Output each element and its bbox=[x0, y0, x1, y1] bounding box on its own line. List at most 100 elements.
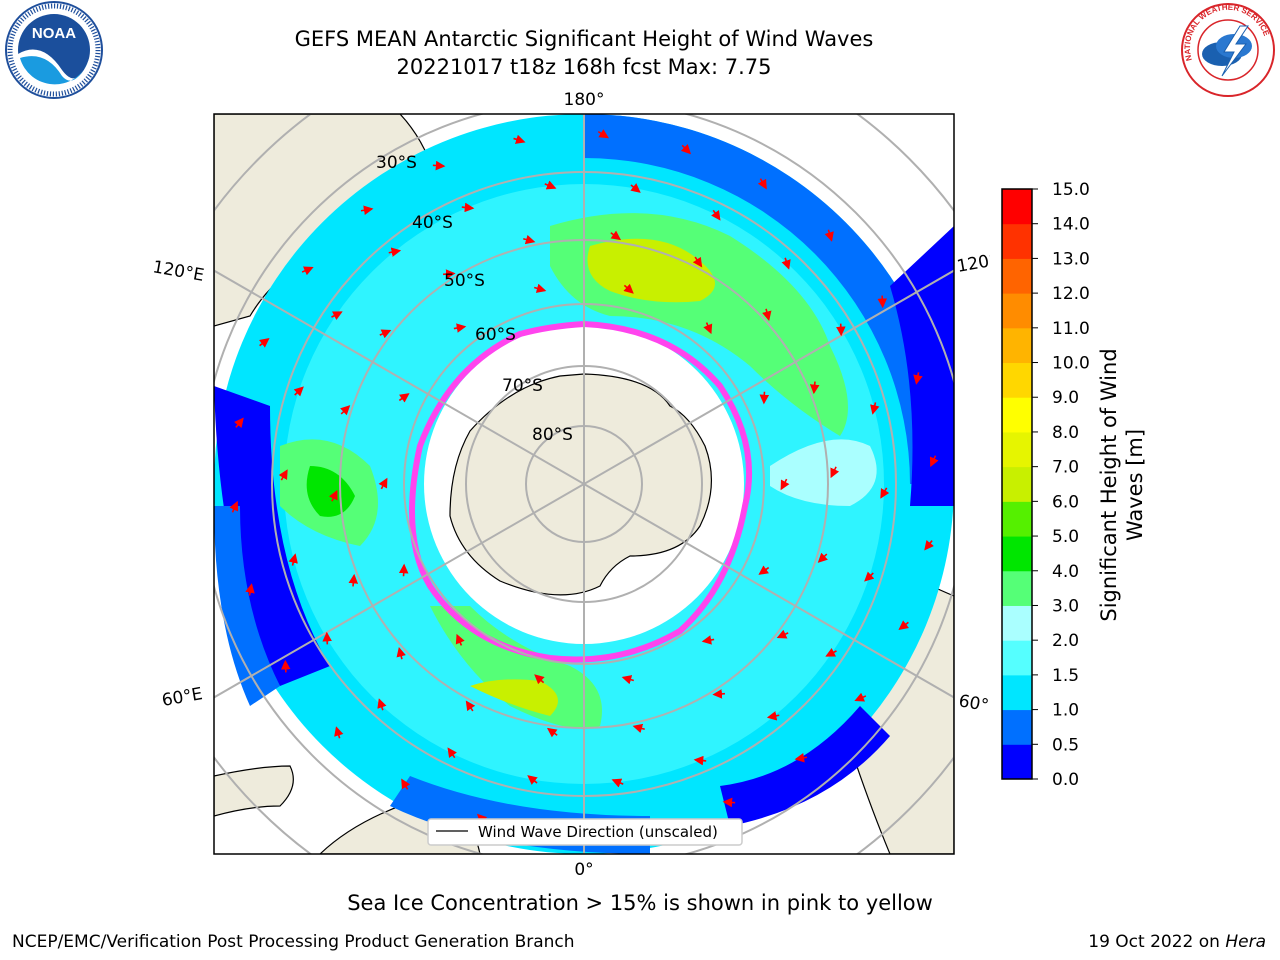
lat-label-40s: 40°S bbox=[412, 213, 453, 233]
wave-direction-arrow bbox=[328, 489, 338, 502]
colorbar-tick-label: 8.0 bbox=[1052, 423, 1079, 443]
colorbar-tick-label: 15.0 bbox=[1052, 180, 1090, 200]
chart-subtitle: 20221017 t18z 168h fcst Max: 7.75 bbox=[396, 55, 772, 79]
wave-direction-arrow bbox=[794, 753, 808, 763]
colorbar-segment bbox=[1002, 362, 1032, 398]
lon-label-120w: 120°W bbox=[955, 247, 990, 277]
wave-direction-arrow bbox=[680, 144, 692, 155]
lon-label-60e: 60°E bbox=[160, 684, 204, 711]
wave-direction-arrow bbox=[432, 160, 446, 171]
wave-direction-arrow bbox=[280, 659, 291, 673]
colorbar-segment bbox=[1002, 258, 1032, 294]
wave-direction-arrow bbox=[398, 563, 409, 577]
wave-direction-arrow bbox=[533, 283, 547, 293]
wave-direction-arrow bbox=[898, 620, 909, 630]
colorbar: 0.0 0.5 1.0 1.5 2.0 3.0 4.0 5.0 6.0 7.0 8.0 9.0 10.0… bbox=[1001, 180, 1147, 790]
colorbar-tick-label: 0.0 bbox=[1052, 770, 1079, 790]
wave-direction-arrow bbox=[278, 469, 288, 481]
wave-direction-arrow bbox=[693, 755, 707, 766]
colorbar-tick-label: 7.0 bbox=[1052, 458, 1079, 478]
wave-direction-arrow bbox=[288, 553, 298, 566]
colorbar-label-line1: Significant Height of Wind bbox=[1097, 348, 1121, 621]
wave-direction-arrow bbox=[544, 180, 557, 190]
wave-direction-arrow bbox=[913, 372, 923, 385]
colorbar-tick-label: 0.5 bbox=[1052, 735, 1079, 755]
colorbar-tick-label: 2.0 bbox=[1052, 631, 1079, 651]
colorbar-segment bbox=[1002, 327, 1032, 364]
polar-map: Wind Wave Direction (unscaled) 180° 0° 1… bbox=[151, 90, 990, 876]
wave-direction-arrow bbox=[534, 674, 545, 685]
antarctica bbox=[449, 373, 712, 596]
wave-direction-arrow bbox=[331, 311, 343, 321]
footer-machine: Hera bbox=[1225, 932, 1266, 952]
colorbar-segment bbox=[1002, 466, 1032, 502]
wave-direction-arrow bbox=[360, 205, 374, 215]
lon-label-60w: 60°W bbox=[957, 691, 990, 719]
wave-direction-arrow bbox=[780, 478, 790, 491]
wave-direction-arrow bbox=[259, 338, 270, 348]
sea-ice-edge bbox=[409, 320, 753, 663]
wave-direction-arrow bbox=[388, 247, 402, 257]
colorbar-segment bbox=[1002, 501, 1032, 537]
wave-direction-arrow bbox=[513, 134, 526, 144]
wave-direction-arrow bbox=[597, 129, 609, 139]
wave-direction-arrow bbox=[870, 402, 880, 415]
colorbar-segment bbox=[1002, 397, 1032, 433]
wave-direction-arrow bbox=[379, 329, 392, 339]
sea-ice-caption: Sea Ice Concentration > 15% is shown in … bbox=[347, 891, 933, 915]
wave-direction-arrow bbox=[442, 269, 456, 279]
chart-title: GEFS MEAN Antarctic Significant Height o… bbox=[294, 27, 874, 51]
graticule bbox=[214, 114, 954, 854]
wave-direction-arrow bbox=[703, 322, 713, 335]
noaa-logo-icon: NOAA bbox=[5, 1, 103, 99]
wave-direction-arrow bbox=[245, 583, 255, 596]
wave-direction-arrow bbox=[854, 692, 867, 702]
wave-direction-arrow bbox=[378, 477, 388, 490]
wave-direction-arrow bbox=[825, 647, 837, 657]
lon-label-180: 180° bbox=[564, 90, 605, 110]
colorbar-segment bbox=[1002, 536, 1032, 572]
colorbar-tick-label: 14.0 bbox=[1052, 215, 1090, 235]
colorbar-segment bbox=[1002, 674, 1032, 711]
wave-direction-arrow bbox=[523, 234, 536, 245]
wave-direction-arrow bbox=[809, 381, 820, 395]
colorbar-segment bbox=[1002, 189, 1032, 225]
legend-label: Wind Wave Direction (unscaled) bbox=[478, 823, 718, 841]
lat-label-80s: 80°S bbox=[532, 425, 573, 445]
colorbar-segment bbox=[1002, 570, 1032, 606]
lat-label-60s: 60°S bbox=[475, 325, 516, 345]
wave-direction-arrow bbox=[711, 209, 721, 221]
colorbar-segment bbox=[1002, 605, 1032, 641]
footer-date: 19 Oct 2022 on Hera bbox=[1088, 932, 1266, 952]
colorbar-tick-label: 12.0 bbox=[1052, 284, 1090, 304]
colorbar-tick-label: 1.5 bbox=[1052, 666, 1079, 686]
colorbar-label-line2: Waves [m] bbox=[1123, 429, 1147, 541]
wave-direction-arrow bbox=[396, 647, 406, 660]
wave-direction-arrow bbox=[301, 266, 314, 276]
wave-direction-arrow bbox=[632, 723, 645, 734]
colorbar-tick-label: 4.0 bbox=[1052, 562, 1079, 582]
colorbar-tick-label: 5.0 bbox=[1052, 527, 1079, 547]
wave-direction-arrow bbox=[817, 552, 828, 563]
wave-direction-arrow bbox=[229, 500, 239, 513]
wind-wave-arrows bbox=[229, 129, 939, 839]
colorbar-segment bbox=[1002, 709, 1032, 745]
noaa-logo-text: NOAA bbox=[32, 25, 76, 42]
wave-direction-arrow bbox=[621, 675, 635, 685]
wave-direction-arrow bbox=[758, 565, 770, 575]
colorbar-segment bbox=[1002, 431, 1032, 468]
wave-direction-arrow bbox=[234, 417, 244, 429]
lat-label-70s: 70°S bbox=[502, 376, 543, 396]
wave-direction-arrow bbox=[630, 183, 641, 193]
colorbar-segment bbox=[1002, 293, 1032, 329]
wave-direction-arrow bbox=[461, 202, 475, 213]
wave-direction-arrow bbox=[377, 698, 387, 711]
wave-direction-arrow bbox=[340, 405, 351, 416]
wave-height-field bbox=[214, 114, 954, 854]
wave-direction-arrow bbox=[447, 747, 457, 759]
wave-direction-arrow bbox=[757, 178, 767, 190]
wave-direction-arrow bbox=[877, 295, 888, 309]
wave-direction-arrow bbox=[722, 797, 736, 808]
lon-label-0: 0° bbox=[574, 860, 593, 876]
wave-direction-arrow bbox=[465, 700, 476, 712]
